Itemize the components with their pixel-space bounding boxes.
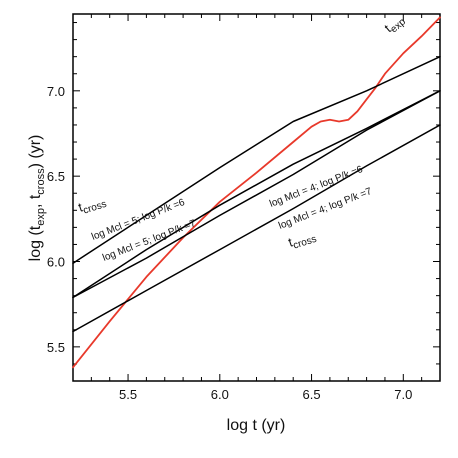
y-tick-label: 5.5 xyxy=(47,340,65,355)
y-tick-label: 6.0 xyxy=(47,255,65,270)
tick-group: 5.5 6.0 6.5 7.0 5.5 6.0 6.5 7.0 xyxy=(47,14,441,402)
x-tick-label: 5.5 xyxy=(119,387,137,402)
y-tick-label: 7.0 xyxy=(47,84,65,99)
series-group xyxy=(72,16,441,369)
series-line-cross_M4_P6 xyxy=(72,90,441,299)
series-line-texp xyxy=(72,16,441,369)
plot-frame xyxy=(72,13,441,382)
y-axis-label: log (texp, tcross) (yr) xyxy=(27,135,47,262)
series-line-cross_M5_P6 xyxy=(72,55,441,264)
tcross-annotation-lower: tcross xyxy=(286,227,318,253)
y-tick-label: 6.5 xyxy=(47,169,65,184)
x-tick-label: 6.5 xyxy=(303,387,321,402)
x-axis-label: log t (yr) xyxy=(227,417,286,434)
tcross-annotation-upper: tcross xyxy=(76,192,108,218)
x-tick-label: 7.0 xyxy=(394,387,412,402)
series-line-cross_M4_P7 xyxy=(72,124,441,333)
series-line-cross_M5_P7 xyxy=(72,90,441,299)
x-tick-label: 6.0 xyxy=(211,387,229,402)
